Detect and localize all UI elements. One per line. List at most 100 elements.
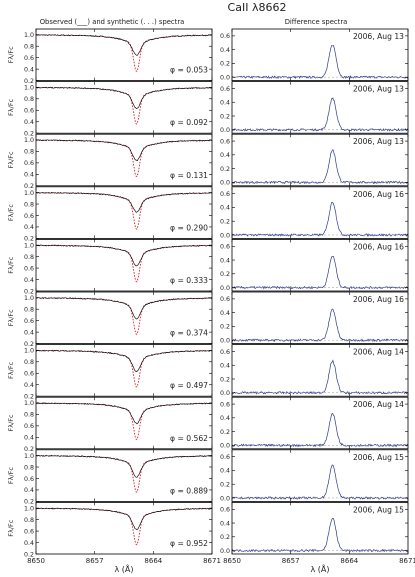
y-tick-label: 0.2 [24, 394, 34, 401]
difference-panel-frame [231, 501, 409, 555]
x-tick-label: 8664 [144, 557, 162, 565]
y-tick-label: 0.6 [24, 423, 34, 430]
y-tick-label: 0.4 [24, 540, 34, 547]
x-tick-label: 8650 [223, 557, 241, 565]
phase-label: φ = 0.952 [170, 539, 208, 548]
observed-spectrum-line [35, 244, 213, 267]
difference-spectrum-line [231, 45, 409, 80]
date-label: 2006, Aug 14 [353, 348, 404, 357]
y-tick-label: 0.2 [220, 113, 230, 120]
spectrum-panel: 0.2 0.4 0.6 0.8 1.0 Fλ/Fc φ = 0.053 [7, 28, 213, 85]
y-tick-label: 0.4 [220, 468, 230, 475]
date-label: 2006, Aug 16 [353, 295, 404, 304]
spectrum-panel: 0.2 0.4 0.6 0.8 1.0 Fλ/Fc φ = 0.092 [7, 81, 213, 138]
y-tick-label: 0.2 [24, 446, 34, 453]
difference-spectrum-line [231, 97, 409, 132]
difference-panel-frame [231, 396, 409, 450]
difference-panel: 0.0 0.2 0.4 0.6 2006, Aug 15 [220, 449, 409, 502]
difference-panel-frame [231, 291, 409, 344]
spectrum-panel: 0.2 0.4 0.6 0.8 1.0 Fλ/Fc φ = 0.889 [7, 449, 213, 506]
observed-spectrum-line [35, 86, 213, 109]
y-tick-label: 0.2 [220, 166, 230, 173]
y-tick-label: 1.0 [24, 85, 34, 92]
y-tick-label: 0.4 [220, 205, 230, 212]
y-tick-label: 0.6 [24, 265, 34, 272]
panel-grid: 0.20.40.60.81.0Fλ/Fcφ = 0.0530.00.20.40.… [7, 28, 415, 565]
y-axis-label: Fλ/Fc [7, 46, 15, 64]
spectrum-panel-frame [35, 344, 213, 397]
difference-panel: 0.0 0.2 0.4 0.6 2006, Aug 16 [220, 186, 409, 239]
y-tick-label: 0.4 [220, 415, 230, 422]
spectrum-panel: 0.2 0.4 0.6 0.8 1.0 Fλ/Fc φ = 0.131 [7, 133, 213, 190]
y-tick-label: 0.8 [24, 412, 34, 419]
y-tick-label: 0.2 [24, 288, 34, 295]
x-tick-label: 8664 [340, 557, 358, 565]
y-tick-label: 0.2 [220, 429, 230, 436]
y-axis-label: Fλ/Fc [7, 467, 15, 485]
y-tick-label: 0.6 [220, 296, 230, 303]
y-tick-label: 0.6 [220, 401, 230, 408]
difference-panel-frame [231, 28, 409, 81]
y-axis-label: Fλ/Fc [7, 414, 15, 432]
y-tick-label: 1.0 [24, 505, 34, 512]
y-axis-label: Fλ/Fc [7, 204, 15, 222]
y-tick-label: 0.0 [220, 127, 230, 134]
difference-panel-frame [231, 81, 409, 134]
difference-panel-frame [231, 238, 409, 292]
y-tick-label: 0.2 [220, 376, 230, 383]
synthetic-spectrum-line [36, 34, 212, 72]
right-x-axis-label: λ (Å) [311, 563, 330, 574]
difference-panel: 0.0 0.2 0.4 0.6 2006, Aug 15 8650 8657 8664 8671 [220, 501, 415, 565]
y-tick-label: 1.0 [24, 453, 34, 460]
y-tick-label: 0.6 [220, 507, 230, 514]
spectrum-panel: 0.2 0.4 0.6 0.8 1.0 Fλ/Fc φ = 0.952 8650 8657 866… [7, 501, 221, 565]
date-label: 2006, Aug 13 [353, 85, 404, 94]
y-tick-label: 0.0 [220, 232, 230, 239]
y-tick-label: 0.0 [220, 548, 230, 555]
y-tick-label: 0.0 [220, 443, 230, 450]
y-tick-label: 0.2 [220, 534, 230, 541]
spectrum-panel-frame [35, 28, 213, 81]
spectrum-panel: 0.2 0.4 0.6 0.8 1.0 Fλ/Fc φ = 0.290 [7, 186, 213, 243]
difference-panel: 0.0 0.2 0.4 0.6 2006, Aug 14 [220, 344, 409, 397]
y-tick-label: 0.6 [220, 191, 230, 198]
y-tick-label: 0.6 [24, 318, 34, 325]
left-x-axis-label: λ (Å) [115, 563, 134, 574]
y-tick-label: 0.4 [24, 172, 34, 179]
y-tick-label: 0.6 [220, 244, 230, 251]
y-tick-label: 0.2 [220, 219, 230, 226]
y-tick-label: 0.4 [24, 277, 34, 284]
date-label: 2006, Aug 13 [353, 137, 404, 146]
y-tick-label: 0.2 [24, 551, 34, 558]
date-label: 2006, Aug 14 [353, 400, 404, 409]
y-axis-label: Fλ/Fc [7, 151, 15, 169]
y-tick-label: 0.4 [220, 310, 230, 317]
spectrum-panel: 0.2 0.4 0.6 0.8 1.0 Fλ/Fc φ = 0.333 [7, 238, 213, 295]
y-tick-label: 0.0 [220, 495, 230, 502]
difference-spectrum-line [231, 517, 409, 553]
y-tick-label: 0.4 [220, 47, 230, 54]
y-tick-label: 0.8 [24, 201, 34, 208]
y-tick-label: 1.0 [24, 137, 34, 144]
y-tick-label: 0.6 [24, 476, 34, 483]
y-tick-label: 0.6 [24, 528, 34, 535]
y-tick-label: 0.6 [220, 349, 230, 356]
y-tick-label: 0.4 [220, 100, 230, 107]
difference-panel-frame [231, 186, 409, 239]
y-tick-label: 0.4 [220, 257, 230, 264]
spectrum-panel: 0.2 0.4 0.6 0.8 1.0 Fλ/Fc φ = 0.497 [7, 344, 213, 401]
observed-spectrum-line [35, 507, 213, 531]
difference-panel: 0.0 0.2 0.4 0.6 2006, Aug 16 [220, 291, 409, 344]
difference-panel: 0.0 0.2 0.4 0.6 2006, Aug 16 [220, 238, 409, 292]
spectrum-panel: 0.2 0.4 0.6 0.8 1.0 Fλ/Fc φ = 0.374 [7, 291, 213, 348]
y-tick-label: 0.0 [220, 74, 230, 81]
y-tick-label: 0.6 [24, 371, 34, 378]
spectrum-panel-frame [35, 396, 213, 450]
y-tick-label: 0.6 [220, 33, 230, 40]
difference-spectrum-line [231, 201, 409, 237]
phase-label: φ = 0.889 [170, 486, 208, 495]
y-tick-label: 0.4 [24, 224, 34, 231]
phase-label: φ = 0.290 [170, 223, 208, 232]
y-tick-label: 1.0 [24, 242, 34, 249]
y-tick-label: 0.8 [24, 464, 34, 471]
